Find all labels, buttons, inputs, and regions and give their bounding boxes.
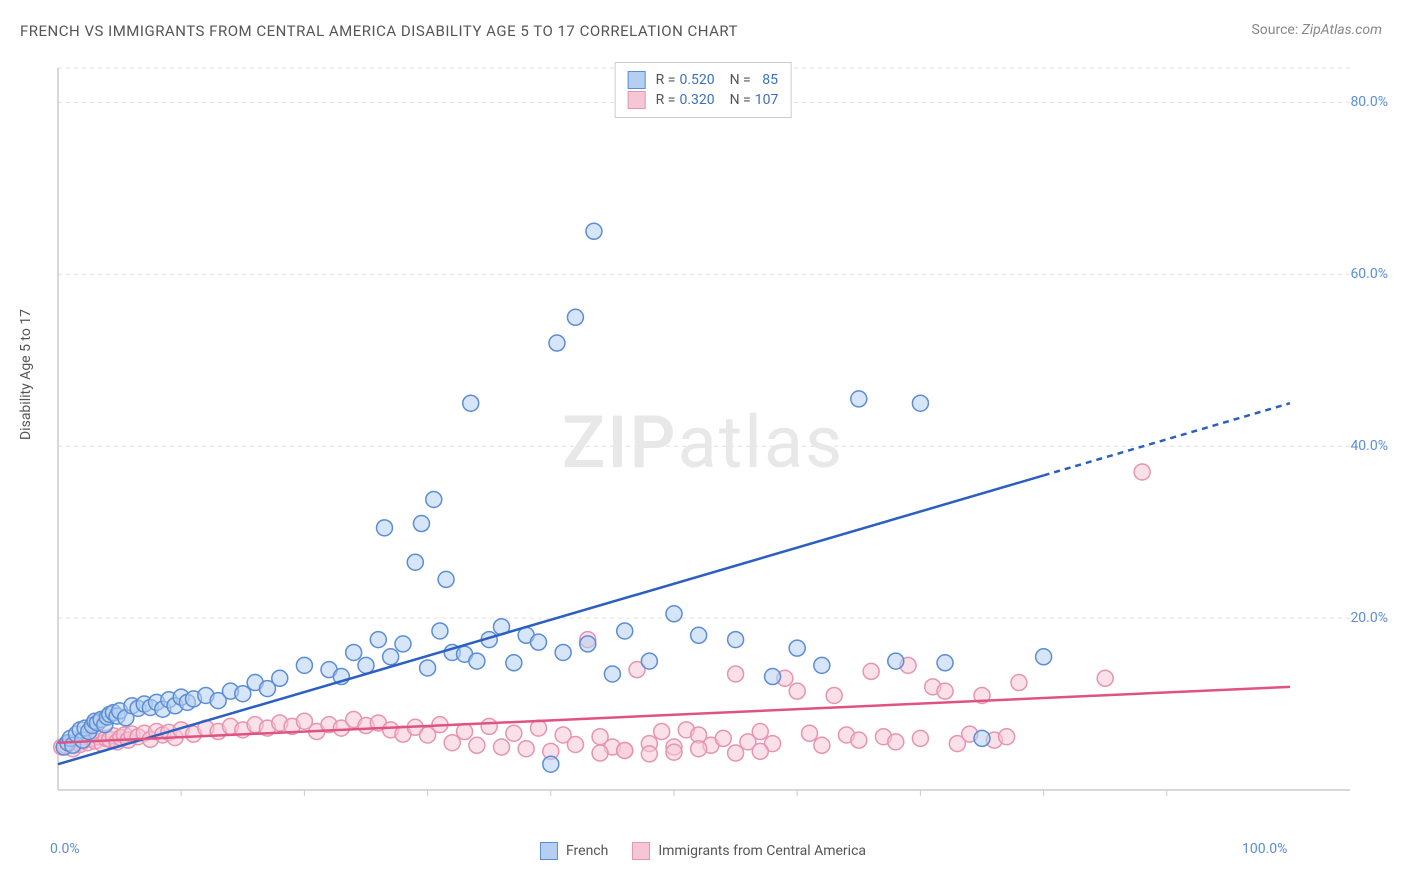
source-label: Source: [1251, 22, 1298, 38]
plot-area [50, 60, 1350, 820]
plot-svg [50, 60, 1350, 820]
legend-item-french: French [540, 842, 608, 860]
chart-title: FRENCH VS IMMIGRANTS FROM CENTRAL AMERIC… [20, 22, 738, 40]
x-tick-label: 100.0% [1242, 841, 1287, 857]
legend-item-immigrants: Immigrants from Central America [632, 842, 866, 860]
swatch-immigrants [628, 91, 646, 109]
swatch-immigrants-b [632, 842, 650, 860]
stats-french: R = 0.520 N = 85 [656, 72, 778, 88]
correlation-chart: FRENCH VS IMMIGRANTS FROM CENTRAL AMERIC… [0, 0, 1406, 892]
legend-label-immigrants: Immigrants from Central America [658, 843, 866, 859]
swatch-french [628, 71, 646, 89]
y-tick-label: 80.0% [1350, 94, 1388, 110]
source-link[interactable]: ZipAtlas.com [1302, 22, 1382, 38]
legend-stats-box: R = 0.520 N = 85 R = 0.320 N = 107 [615, 62, 792, 118]
source-attribution: Source: ZipAtlas.com [1251, 22, 1382, 38]
legend-label-french: French [566, 843, 608, 859]
legend-bottom: French Immigrants from Central America [540, 842, 866, 860]
legend-row-french: R = 0.520 N = 85 [628, 71, 779, 89]
y-tick-label: 20.0% [1350, 610, 1388, 626]
y-axis-label: Disability Age 5 to 17 [18, 309, 34, 440]
x-tick-label: 0.0% [50, 841, 80, 857]
legend-row-immigrants: R = 0.320 N = 107 [628, 91, 779, 109]
y-tick-label: 40.0% [1350, 438, 1388, 454]
y-tick-label: 60.0% [1350, 266, 1388, 282]
stats-immigrants: R = 0.320 N = 107 [656, 92, 779, 108]
swatch-french-b [540, 842, 558, 860]
